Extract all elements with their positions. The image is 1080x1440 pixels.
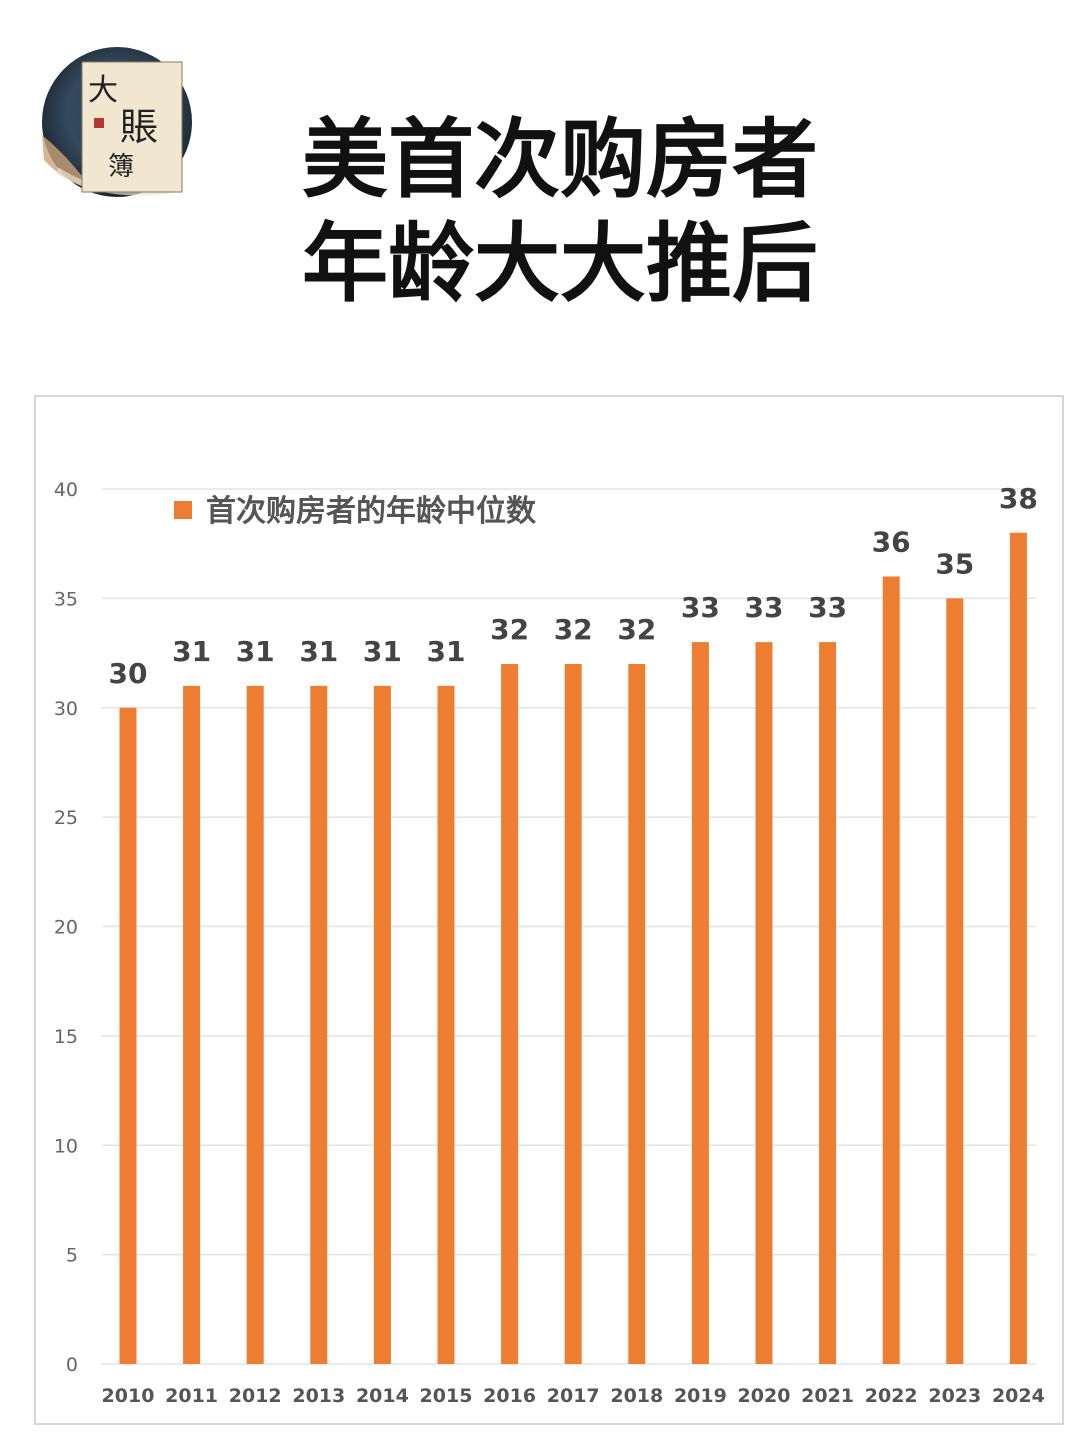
y-tick-label: 10 (54, 1135, 78, 1157)
logo-char-1: 大 (88, 73, 118, 108)
y-tick-label: 0 (66, 1354, 78, 1376)
y-tick-label: 5 (66, 1245, 78, 1267)
x-tick-label-2023: 2023 (928, 1385, 981, 1407)
page-title: 美首次购房者 年龄大大推后 (250, 108, 870, 316)
bar-2014 (373, 685, 391, 1364)
x-axis-ticks: 2010 2011 2012 2013 2014 2015 2016 2017 2018 2019… (102, 1385, 1045, 1407)
data-label-2019: 33 (681, 591, 720, 624)
data-label-2012: 31 (236, 635, 275, 668)
x-tick-label-2010: 2010 (102, 1385, 155, 1407)
data-label-2017: 32 (554, 613, 593, 646)
logo-char-2: 賬 (120, 105, 158, 149)
bar-2020 (755, 642, 773, 1364)
bar-2011 (183, 685, 201, 1364)
data-label-2021: 33 (808, 591, 847, 624)
x-tick-label-2014: 2014 (356, 1385, 409, 1407)
title-line-2: 年龄大大推后 (302, 214, 818, 314)
logo-emblem: 大 賬 簿 (42, 47, 192, 197)
bar-2019 (691, 642, 709, 1364)
x-tick-label-2020: 2020 (738, 1385, 791, 1407)
chart-frame: 0 5 10 15 20 25 30 35 40 30 31 31 31 31 31 32 32 32 33 33 3… (34, 395, 1064, 1425)
title-line-1: 美首次购房者 (302, 110, 818, 210)
bar-2013 (310, 685, 328, 1364)
data-label-2013: 31 (299, 635, 338, 668)
y-tick-label: 40 (54, 479, 78, 501)
y-tick-label: 30 (54, 698, 78, 720)
data-label-2018: 32 (617, 613, 656, 646)
data-label-2015: 31 (427, 635, 466, 668)
legend: 首次购房者的年龄中位数 (174, 494, 537, 529)
x-tick-label-2012: 2012 (229, 1385, 282, 1407)
bar-2017 (564, 664, 582, 1364)
y-tick-label: 35 (54, 588, 78, 610)
seal-stamp (94, 118, 104, 128)
y-tick-label: 15 (54, 1026, 78, 1048)
bar-2015 (437, 685, 455, 1364)
bar-2016 (501, 664, 519, 1364)
x-tick-label-2016: 2016 (483, 1385, 536, 1407)
brand-logo: 大 賬 簿 (22, 40, 192, 205)
x-tick-label-2021: 2021 (801, 1385, 854, 1407)
y-axis-ticks: 0 5 10 15 20 25 30 35 40 (54, 479, 78, 1376)
data-label-2023: 35 (935, 547, 974, 580)
legend-swatch (174, 501, 192, 519)
y-tick-label: 25 (54, 807, 78, 829)
x-tick-label-2011: 2011 (165, 1385, 218, 1407)
data-labels: 30 31 31 31 31 31 32 32 32 33 33 33 36 35 38 (109, 482, 1038, 690)
x-tick-label-2013: 2013 (292, 1385, 345, 1407)
x-tick-label-2017: 2017 (547, 1385, 600, 1407)
x-tick-label-2024: 2024 (992, 1385, 1045, 1407)
x-tick-label-2015: 2015 (420, 1385, 473, 1407)
bar-2018 (628, 664, 646, 1364)
x-tick-label-2018: 2018 (610, 1385, 663, 1407)
bar-2023 (946, 598, 964, 1364)
logo-char-3: 簿 (108, 152, 134, 182)
data-label-2014: 31 (363, 635, 402, 668)
data-label-2010: 30 (109, 657, 148, 690)
bars (119, 532, 1027, 1364)
x-tick-label-2022: 2022 (865, 1385, 918, 1407)
bar-2021 (819, 642, 837, 1364)
data-label-2011: 31 (172, 635, 211, 668)
bar-2024 (1009, 532, 1027, 1364)
data-label-2024: 38 (999, 482, 1038, 515)
x-tick-label-2019: 2019 (674, 1385, 727, 1407)
data-label-2022: 36 (872, 526, 911, 559)
bar-2010 (119, 707, 137, 1364)
bar-2022 (882, 576, 900, 1364)
y-tick-label: 20 (54, 917, 78, 939)
data-label-2020: 33 (745, 591, 784, 624)
legend-label: 首次购房者的年龄中位数 (206, 494, 537, 529)
bar-2012 (246, 685, 264, 1364)
data-label-2016: 32 (490, 613, 529, 646)
